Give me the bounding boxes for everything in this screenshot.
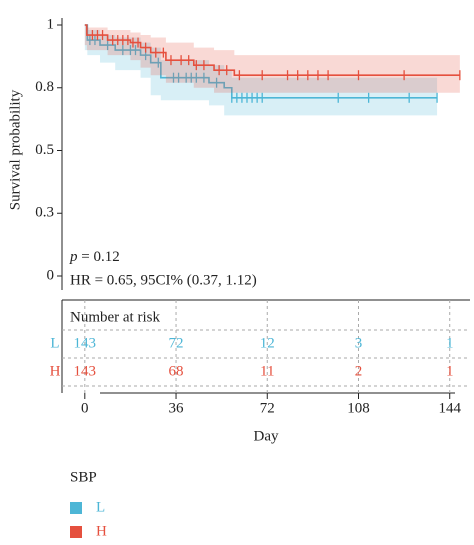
legend-title: SBP	[70, 469, 97, 485]
p-symbol: p	[69, 249, 78, 265]
y-tick-label: 0.3	[35, 205, 54, 221]
risk-count: 2	[355, 363, 363, 379]
p-value: p = 0.12	[69, 249, 120, 265]
legend-swatch	[70, 502, 82, 514]
y-tick-label: 0.8	[35, 79, 54, 95]
p-text: = 0.12	[78, 249, 120, 265]
risk-count: 68	[169, 363, 184, 379]
risk-count: 143	[74, 335, 97, 351]
confidence-band	[84, 25, 460, 93]
x-axis-label: Day	[254, 428, 279, 444]
survival-curve	[84, 24, 438, 99]
x-tick-label: 144	[438, 400, 461, 416]
legend-label: H	[96, 523, 107, 539]
y-tick-label: 1	[47, 16, 55, 32]
x-tick-label: 72	[260, 400, 275, 416]
risk-count: 11	[260, 363, 274, 379]
x-tick-label: 36	[169, 400, 185, 416]
risk-row-label: H	[50, 363, 61, 379]
survival-curve	[84, 24, 460, 76]
hazard-ratio: HR = 0.65, 95CI% (0.37, 1.12)	[70, 272, 257, 288]
risk-count: 1	[446, 363, 454, 379]
y-tick-label: 0.5	[35, 142, 54, 158]
risk-table-title: Number at risk	[70, 309, 160, 325]
y-axis-label: Survival probability	[7, 89, 23, 210]
x-tick-label: 108	[347, 400, 370, 416]
risk-row-label: L	[50, 335, 59, 351]
legend-label: L	[96, 499, 105, 515]
risk-count: 12	[260, 335, 275, 351]
risk-count: 3	[355, 335, 363, 351]
risk-count: 143	[74, 363, 97, 379]
x-tick-label: 0	[81, 400, 89, 416]
risk-count: 1	[446, 335, 454, 351]
confidence-band	[84, 25, 438, 116]
risk-count: 72	[169, 335, 184, 351]
legend-swatch	[70, 526, 82, 538]
y-tick-label: 0	[47, 267, 55, 283]
